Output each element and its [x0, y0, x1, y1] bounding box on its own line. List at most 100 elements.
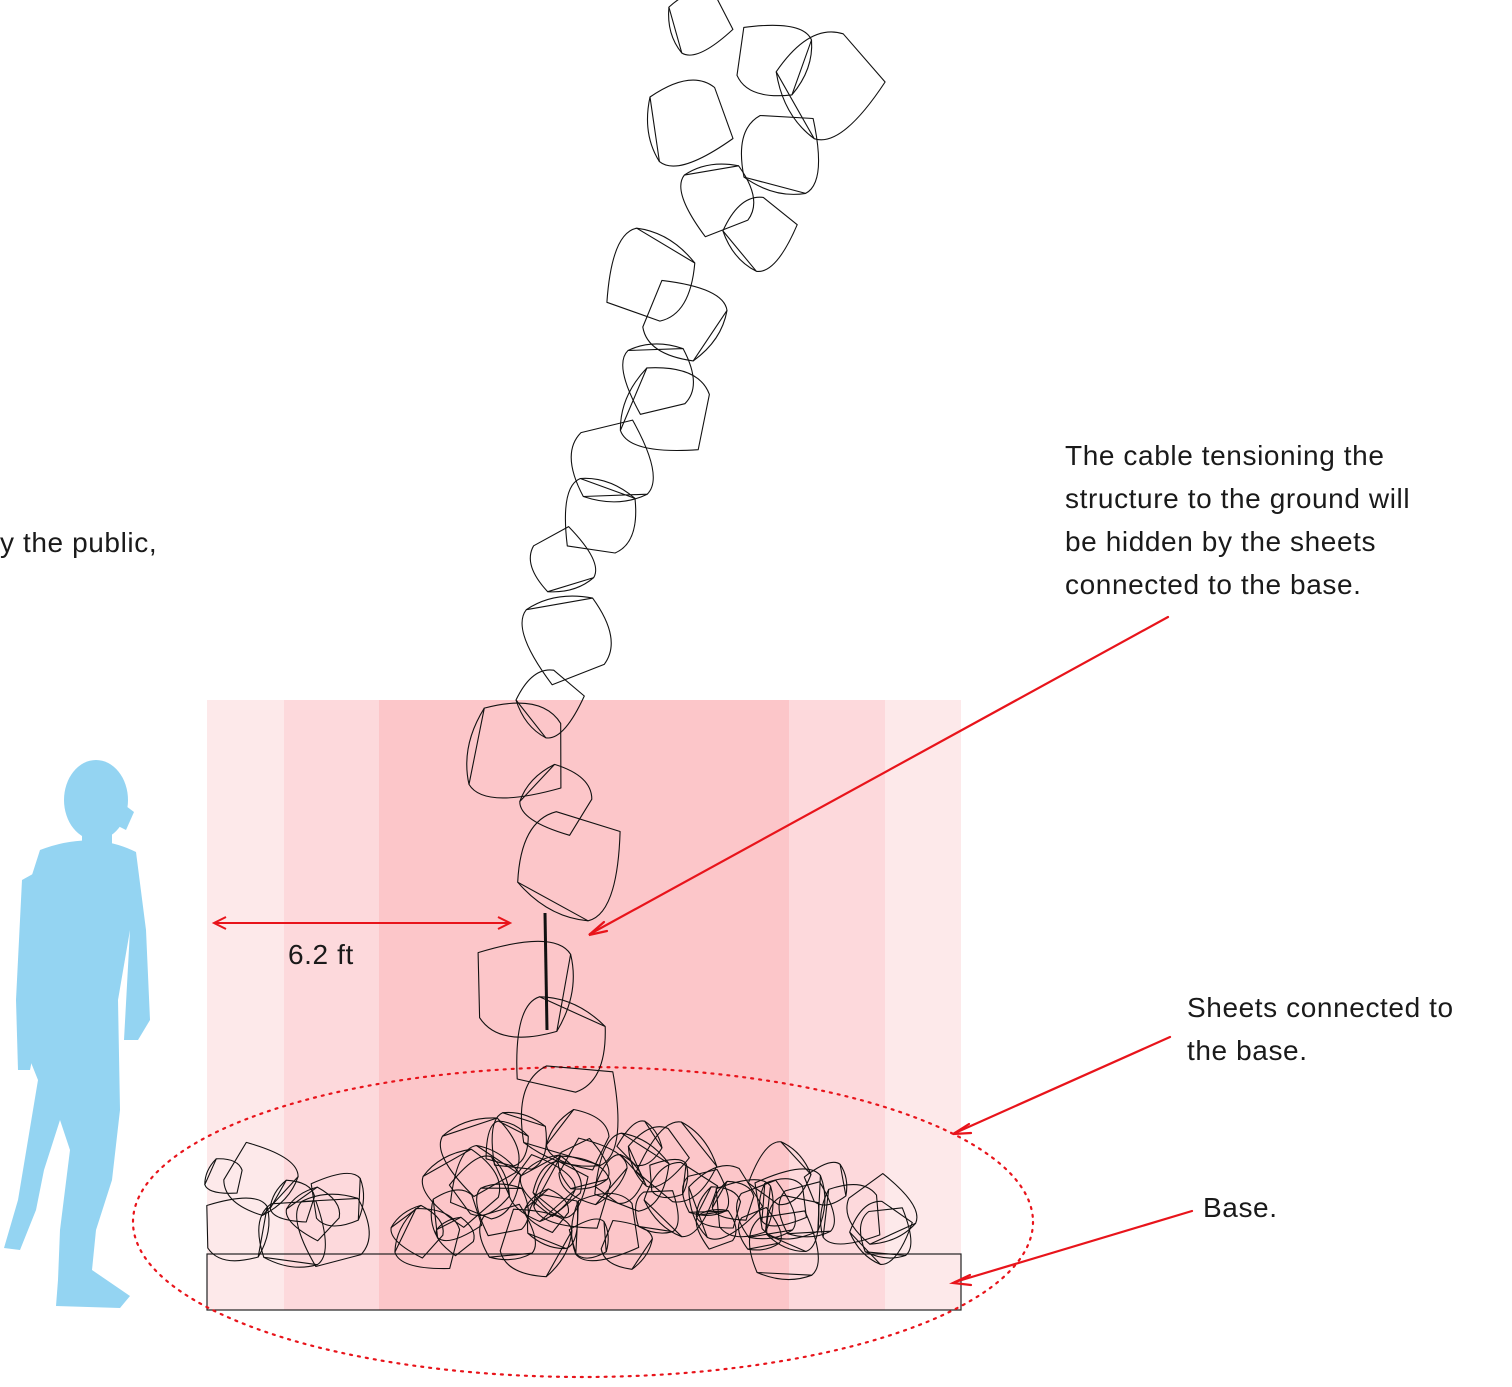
curled-sheet: [680, 165, 755, 238]
curled-sheet: [748, 1210, 819, 1276]
cable-note-line: be hidden by the sheets: [1065, 526, 1376, 557]
sheet-curl: [524, 1188, 549, 1209]
sheet-curl: [527, 1232, 567, 1250]
sheet-curl: [519, 763, 555, 802]
base-ellipse: [131, 1065, 1035, 1379]
zone-inner: [379, 700, 789, 1310]
sheet-curl: [748, 1229, 793, 1240]
sheet-curl: [631, 1238, 653, 1270]
sheet-curl: [269, 1179, 287, 1209]
sheet-curl: [627, 1146, 647, 1187]
sheet-curl: [603, 1221, 609, 1252]
curled-sheet: [649, 79, 734, 167]
curled-sheet: [499, 1208, 573, 1278]
curled-sheet: [258, 1200, 326, 1266]
curled-sheet: [606, 227, 696, 322]
base-platform: [206, 1253, 962, 1311]
cable-note-line: structure to the ground will: [1065, 483, 1410, 514]
sheets-note: Sheets connected to the base.: [1187, 992, 1462, 1066]
curled-sheet: [668, 0, 734, 56]
sheet-curl: [682, 1163, 689, 1195]
sheet-curl: [539, 1189, 576, 1223]
sheet-curl: [681, 1121, 718, 1167]
sheet-curl: [849, 1231, 881, 1265]
sheet-curl: [430, 1199, 439, 1238]
curled-sheet: [642, 279, 728, 362]
sheet-curl: [668, 7, 683, 54]
sheet-curl: [627, 343, 684, 351]
sheet-curl: [263, 1256, 318, 1268]
sheet-curl: [839, 1163, 848, 1196]
curled-sheet: [619, 367, 710, 452]
sheet-curl: [476, 1144, 521, 1176]
sheet-curl: [869, 1222, 917, 1245]
curled-sheet: [622, 348, 694, 415]
sheet-curl: [817, 1175, 826, 1232]
sheet-curl: [688, 1186, 708, 1238]
curled-sheet: [521, 597, 612, 686]
sheet-curl: [689, 1210, 726, 1216]
sheet-curl: [442, 1117, 498, 1137]
sheet-curl: [545, 1109, 574, 1145]
sheet-curl: [644, 1120, 663, 1149]
sheet-curl: [515, 699, 547, 739]
cable-note-line: connected to the base.: [1065, 569, 1362, 600]
sheet-curl: [619, 367, 648, 431]
curled-sheet: [564, 477, 637, 554]
curled-sheet: [575, 1192, 640, 1262]
sheet-curl: [621, 1132, 670, 1165]
sheet-curl: [820, 1189, 830, 1238]
sheet-curl: [204, 1158, 217, 1185]
sculpture-sheets: [204, 0, 918, 1281]
leader-lines: [588, 615, 1194, 1287]
curled-sheet: [722, 196, 798, 272]
sheet-curl: [262, 1176, 299, 1216]
curled-sheet: [206, 1197, 268, 1262]
sheet-curl: [394, 1208, 417, 1253]
sheet-curl: [595, 1167, 628, 1206]
curled-sheet: [449, 1144, 522, 1220]
sheet-curl: [583, 493, 648, 503]
sheet-curl: [547, 577, 595, 593]
sheet-curl: [743, 176, 806, 195]
sheet-curl: [747, 1242, 780, 1251]
sheet-curl: [580, 477, 636, 499]
sheet-curl: [775, 71, 815, 140]
sheet-curl: [864, 1251, 906, 1259]
sheet-curl: [791, 39, 813, 96]
curled-sheet: [775, 31, 886, 141]
sheet-curl: [556, 954, 574, 1032]
sheet-curl: [498, 1120, 529, 1137]
sheets-note-line: the base.: [1187, 1035, 1308, 1066]
sheet-curl: [532, 1192, 565, 1219]
curled-sheet: [529, 526, 597, 593]
sheet-curl: [390, 1204, 422, 1228]
sheet-curl: [636, 227, 696, 264]
sheet-curl: [646, 96, 660, 162]
curled-sheet: [643, 1161, 719, 1238]
curled-sheet: [736, 24, 813, 97]
curled-sheet: [754, 1168, 821, 1240]
sheet-curl: [436, 1216, 462, 1230]
curled-sheet: [517, 811, 621, 922]
cable-note: The cable tensioning the structure to th…: [1065, 440, 1419, 600]
sheet-curl: [698, 1209, 729, 1216]
cable-note-line: The cable tensioning the: [1065, 440, 1385, 471]
sheet-curl: [764, 1185, 774, 1233]
sheet-curl: [780, 1141, 812, 1175]
curled-sheet: [558, 1137, 628, 1206]
curled-sheet: [477, 940, 572, 1038]
curled-sheet: [223, 1141, 299, 1216]
sheet-curl: [643, 1199, 682, 1238]
base-leader: [949, 1209, 1194, 1287]
sheet-curl: [722, 230, 757, 272]
sheet-curl: [638, 1225, 673, 1234]
person-silhouette-icon: [4, 760, 150, 1308]
sheet-curl: [692, 310, 728, 362]
curled-sheet: [468, 702, 562, 799]
sheet-curl: [286, 1186, 318, 1210]
curled-sheet: [421, 1148, 501, 1228]
sheet-curl: [466, 707, 485, 785]
sheet-curl: [520, 1154, 560, 1177]
